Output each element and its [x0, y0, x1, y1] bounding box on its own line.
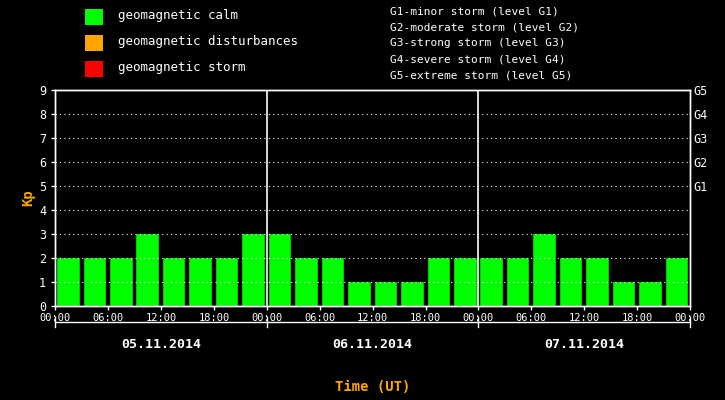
Bar — [639, 282, 662, 306]
Text: geomagnetic calm: geomagnetic calm — [118, 10, 238, 22]
Bar — [295, 258, 318, 306]
Bar — [216, 258, 239, 306]
Bar — [348, 282, 370, 306]
Y-axis label: Kp: Kp — [21, 190, 35, 206]
Text: Time (UT): Time (UT) — [335, 380, 410, 394]
Bar — [560, 258, 582, 306]
Bar — [163, 258, 186, 306]
Text: geomagnetic disturbances: geomagnetic disturbances — [118, 36, 298, 48]
Bar — [189, 258, 212, 306]
Bar — [666, 258, 688, 306]
Bar — [57, 258, 80, 306]
Bar — [481, 258, 503, 306]
Bar — [322, 258, 344, 306]
Bar — [613, 282, 635, 306]
Text: 06.11.2014: 06.11.2014 — [333, 338, 413, 351]
Bar — [85, 61, 103, 77]
Bar — [375, 282, 397, 306]
Bar — [587, 258, 609, 306]
Text: G3-strong storm (level G3): G3-strong storm (level G3) — [390, 38, 566, 48]
Bar — [454, 258, 476, 306]
Bar — [507, 258, 529, 306]
Bar — [85, 9, 103, 25]
Bar — [110, 258, 133, 306]
Text: G4-severe storm (level G4): G4-severe storm (level G4) — [390, 54, 566, 64]
Text: 05.11.2014: 05.11.2014 — [121, 338, 201, 351]
Text: G1-minor storm (level G1): G1-minor storm (level G1) — [390, 6, 559, 16]
Bar — [83, 258, 106, 306]
Bar — [242, 234, 265, 306]
Text: G2-moderate storm (level G2): G2-moderate storm (level G2) — [390, 22, 579, 32]
Text: geomagnetic storm: geomagnetic storm — [118, 62, 246, 74]
Bar — [534, 234, 556, 306]
Text: 07.11.2014: 07.11.2014 — [544, 338, 624, 351]
Bar — [428, 258, 450, 306]
Bar — [269, 234, 291, 306]
Text: G5-extreme storm (level G5): G5-extreme storm (level G5) — [390, 70, 572, 80]
Bar — [136, 234, 159, 306]
Bar — [85, 35, 103, 51]
Bar — [401, 282, 423, 306]
